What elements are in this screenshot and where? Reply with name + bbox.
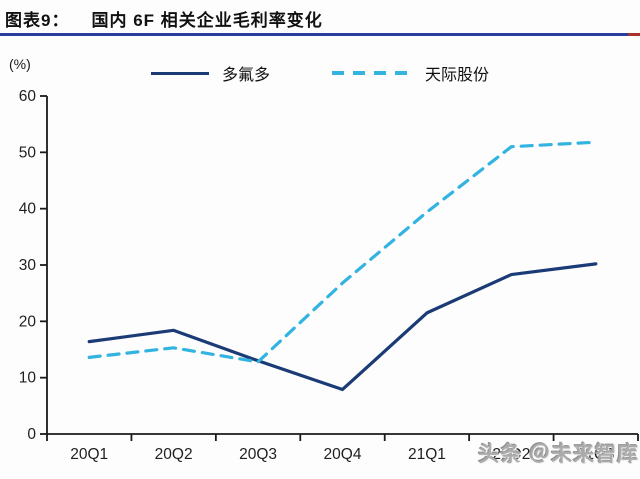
x-tick-label: 20Q1: [70, 446, 108, 463]
x-tick-label: 20Q2: [155, 446, 193, 463]
legend-item-tianji: 天际股份: [332, 61, 489, 85]
figure-number-label: 图表9：: [5, 11, 70, 30]
y-tick-label: 30: [19, 257, 37, 274]
legend-label: 天际股份: [425, 67, 490, 84]
y-tick-label: 10: [19, 370, 37, 387]
dashed-line-swatch-icon: [332, 71, 412, 75]
legend-item-dofluoride: 多氟多: [150, 61, 270, 85]
y-axis-unit-label: (%): [9, 56, 31, 72]
page-title: 国内 6F 相关企业毛利率变化: [91, 11, 323, 30]
y-tick-label: 50: [19, 144, 37, 161]
y-tick-label: 60: [19, 88, 37, 105]
x-tick-label: 21Q1: [408, 446, 446, 463]
watermark: 头条 ＠未来智库: [478, 443, 639, 466]
x-tick-label: 20Q3: [239, 446, 277, 463]
x-tick-label: 20Q4: [324, 446, 362, 463]
title-underline-rule: [0, 33, 640, 36]
y-tick-label: 20: [19, 313, 37, 330]
series-line-1: [87, 140, 598, 364]
solid-line-swatch-icon: [150, 71, 209, 75]
series-line-0: [87, 262, 598, 392]
x-tick-label: 21Q2: [492, 446, 530, 463]
chart-header: 图表9： 国内 6F 相关企业毛利率变化: [5, 6, 635, 31]
legend-label: 多氟多: [221, 67, 270, 84]
y-tick-label: 40: [19, 201, 37, 218]
y-tick-label: 0: [27, 426, 36, 443]
x-tick-label: 21Q3: [577, 446, 615, 463]
chart-legend: 多氟多 天际股份: [0, 62, 640, 84]
